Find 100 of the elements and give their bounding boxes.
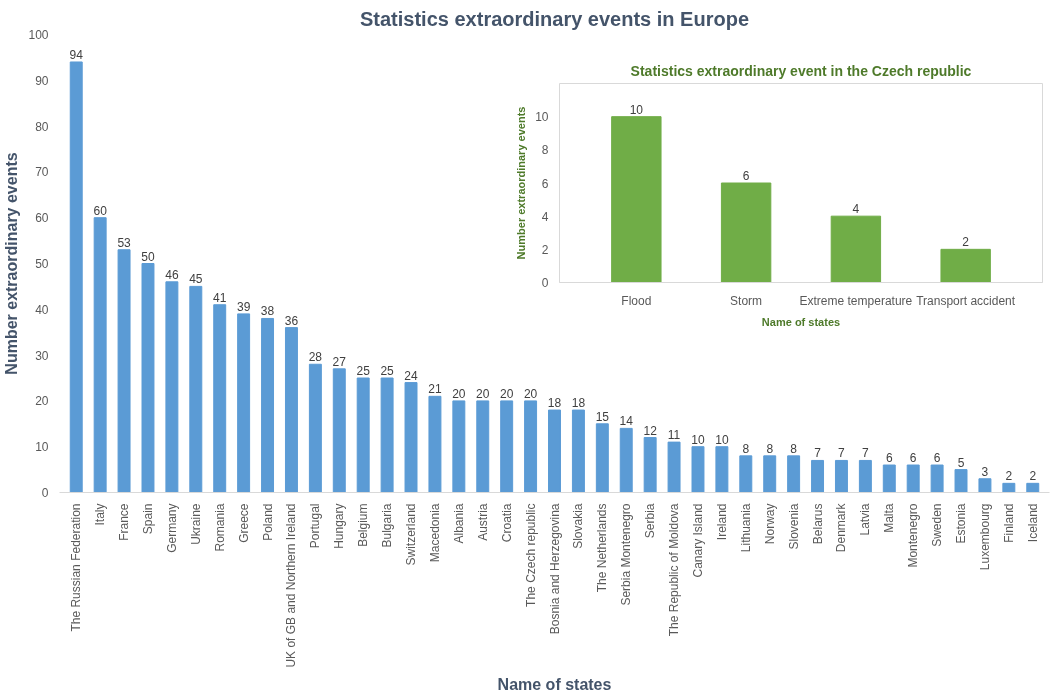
bar: [571, 409, 585, 493]
x-tick-label: Ireland: [714, 503, 729, 541]
data-label: 20: [452, 386, 466, 401]
data-label: 27: [332, 354, 347, 369]
data-label: 45: [189, 272, 203, 287]
bar: [261, 317, 275, 493]
x-tick-label: Malta: [882, 503, 897, 533]
data-label: 18: [547, 396, 562, 411]
data-label: 36: [284, 313, 299, 328]
bar: [611, 116, 662, 283]
x-tick-label: The Czech republic: [523, 503, 538, 607]
data-label: 21: [428, 382, 442, 397]
y-tick-label: 40: [35, 302, 49, 317]
bar: [930, 464, 944, 493]
x-tick-label: Canary Island: [690, 503, 705, 578]
data-label: 14: [619, 414, 634, 429]
x-tick-label: Albania: [451, 503, 466, 544]
bar: [356, 377, 370, 493]
bar: [189, 285, 203, 493]
bar: [500, 400, 514, 493]
data-label: 10: [715, 432, 729, 447]
bar: [720, 182, 772, 283]
x-tick-label: Bosnia and Herzegovina: [547, 503, 562, 635]
x-tick-label: Finland: [1001, 503, 1016, 543]
data-label: 6: [909, 451, 917, 466]
x-tick-label: Spain: [140, 503, 155, 535]
x-tick-label: Extreme temperature: [799, 293, 913, 308]
chart-title: Statistics extraordinary event in the Czech republic: [630, 62, 972, 79]
bar: [882, 464, 896, 493]
data-label: 46: [165, 267, 179, 282]
data-label: 18: [571, 396, 586, 411]
x-tick-label: Flood: [621, 293, 652, 308]
data-label: 4: [852, 202, 860, 217]
x-tick-label: Slovenia: [786, 503, 801, 550]
x-tick-label: Croatia: [499, 503, 514, 543]
y-tick-label: 0: [541, 276, 549, 290]
x-tick-label: Ukraine: [188, 503, 203, 545]
x-tick-label: Serbia Montenegro: [619, 503, 634, 606]
bar: [940, 248, 991, 283]
x-tick-label: Iceland: [1025, 503, 1040, 543]
data-label: 7: [838, 446, 846, 461]
x-axis-title: Name of states: [497, 675, 612, 693]
bar: [308, 363, 322, 493]
data-label: 39: [236, 299, 251, 314]
bar: [524, 400, 538, 493]
bar: [165, 281, 179, 493]
bar: [428, 395, 442, 493]
data-label: 20: [476, 386, 490, 401]
chart-title: Statistics extraordinary events in Europe: [359, 7, 750, 30]
data-label: 8: [766, 441, 774, 456]
x-tick-label: Italy: [93, 503, 108, 526]
data-label: 8: [790, 441, 798, 456]
bar: [117, 249, 131, 493]
bar: [763, 455, 777, 493]
data-label: 6: [742, 169, 750, 183]
x-tick-label: Portugal: [308, 503, 323, 549]
x-tick-label: Hungary: [332, 503, 347, 549]
x-tick-label: Germany: [164, 503, 179, 553]
y-tick-label: 60: [35, 211, 49, 226]
x-tick-label: Belarus: [810, 503, 825, 545]
data-label: 11: [667, 428, 681, 443]
bar: [332, 368, 346, 493]
x-tick-label: Slovakia: [571, 503, 586, 549]
y-tick-label: 50: [35, 257, 49, 271]
y-tick-label: 0: [41, 486, 49, 500]
x-tick-label: France: [117, 503, 132, 541]
data-label: 12: [643, 423, 658, 438]
bar: [667, 441, 681, 493]
bar: [978, 478, 992, 493]
x-tick-label: The Republic of Moldova: [667, 503, 682, 637]
x-tick-label: The Netherlands: [595, 503, 610, 593]
bar: [141, 263, 155, 493]
data-label: 25: [380, 364, 395, 378]
x-tick-label: The Russian Federation: [69, 503, 84, 632]
x-tick-label: Greece: [236, 503, 251, 543]
x-tick-label: Storm: [730, 293, 763, 308]
x-axis-title: Name of states: [761, 315, 841, 328]
y-tick-label: 70: [35, 165, 49, 180]
data-label: 2: [1029, 469, 1037, 484]
x-tick-label: Sweden: [930, 503, 945, 547]
data-label: 5: [957, 455, 965, 470]
x-tick-label: UK of GB and Northern Ireland: [284, 503, 299, 668]
y-tick-label: 10: [35, 440, 49, 455]
data-label: 7: [814, 446, 822, 461]
data-label: 50: [141, 249, 155, 264]
bar: [834, 459, 848, 493]
bar: [619, 427, 633, 493]
y-tick-label: 8: [541, 143, 549, 158]
x-tick-label: Luxembourg: [977, 503, 992, 571]
bar: [954, 469, 968, 493]
data-label: 3: [981, 464, 989, 479]
bar: [643, 437, 657, 493]
data-label: 20: [523, 386, 538, 401]
bar: [284, 327, 298, 493]
bar: [237, 313, 251, 493]
bar: [1002, 482, 1016, 493]
x-tick-label: Montenegro: [906, 503, 921, 568]
data-label: 20: [500, 386, 514, 401]
bar: [787, 455, 801, 493]
data-label: 8: [742, 441, 750, 456]
